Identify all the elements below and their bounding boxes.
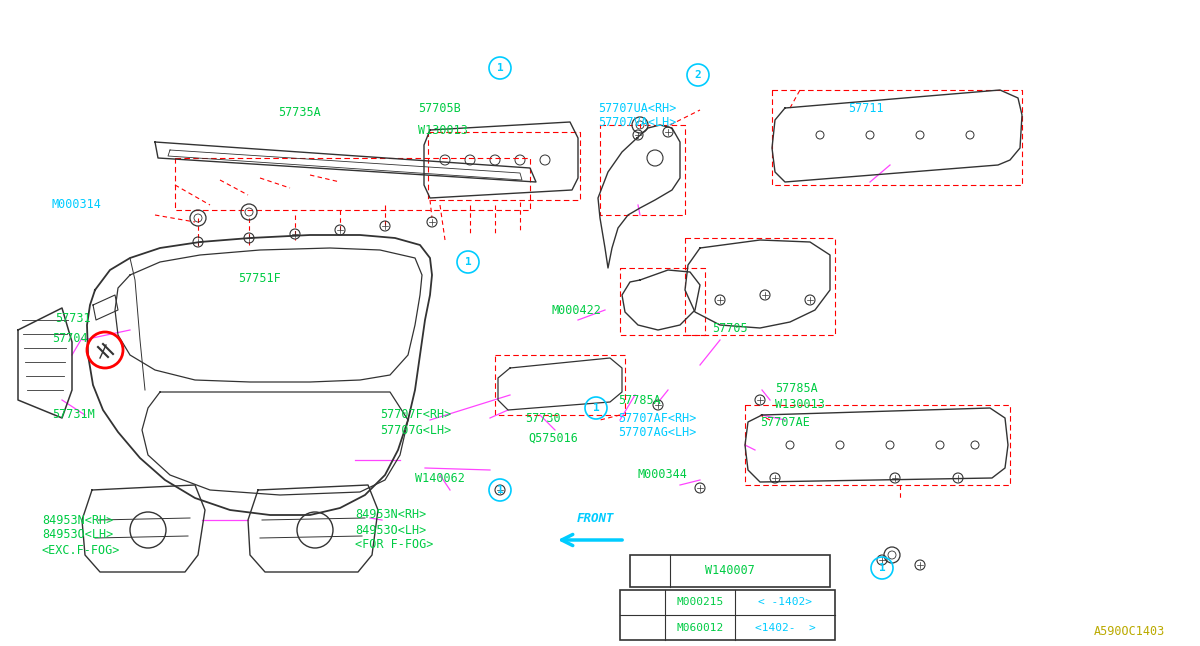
Text: W140007: W140007 bbox=[706, 565, 755, 578]
Text: M000344: M000344 bbox=[638, 468, 688, 481]
Text: W130013: W130013 bbox=[775, 399, 824, 412]
Text: 84953N<RH>: 84953N<RH> bbox=[355, 508, 426, 521]
Text: 1: 1 bbox=[593, 403, 599, 413]
Text: <1402-  >: <1402- > bbox=[755, 623, 815, 633]
Text: 1: 1 bbox=[497, 63, 503, 73]
Bar bbox=[630, 555, 830, 587]
Text: 57785A: 57785A bbox=[775, 382, 817, 395]
Text: 57707VA<LH>: 57707VA<LH> bbox=[598, 116, 677, 129]
Text: M000422: M000422 bbox=[552, 304, 602, 317]
Text: 57707UA<RH>: 57707UA<RH> bbox=[598, 101, 677, 114]
Text: W140062: W140062 bbox=[415, 472, 464, 484]
Text: 57731M: 57731M bbox=[52, 408, 95, 421]
Text: Q575016: Q575016 bbox=[528, 432, 578, 444]
Text: FRONT: FRONT bbox=[576, 512, 613, 525]
Text: < -1402>: < -1402> bbox=[758, 597, 812, 607]
Text: 57707G<LH>: 57707G<LH> bbox=[380, 424, 451, 437]
Text: M000314: M000314 bbox=[52, 198, 102, 211]
Text: 1: 1 bbox=[647, 566, 653, 576]
Text: 57731: 57731 bbox=[55, 311, 91, 324]
Text: 84953O<LH>: 84953O<LH> bbox=[355, 523, 426, 536]
Text: 57707AF<RH>: 57707AF<RH> bbox=[618, 412, 696, 424]
Text: 57705B: 57705B bbox=[418, 101, 461, 114]
Text: 2: 2 bbox=[638, 610, 646, 620]
Text: 2: 2 bbox=[695, 70, 701, 80]
Text: W130013: W130013 bbox=[418, 123, 468, 136]
Text: 57735A: 57735A bbox=[278, 105, 320, 118]
Text: 57711: 57711 bbox=[848, 101, 883, 114]
Text: 57704: 57704 bbox=[52, 331, 88, 344]
Text: M000215: M000215 bbox=[677, 597, 724, 607]
Text: 1: 1 bbox=[878, 563, 886, 573]
Text: 84953N<RH>: 84953N<RH> bbox=[42, 514, 113, 526]
Text: <FOR F-FOG>: <FOR F-FOG> bbox=[355, 539, 433, 552]
Text: 1: 1 bbox=[497, 485, 503, 495]
Text: M060012: M060012 bbox=[677, 623, 724, 633]
Text: 84953O<LH>: 84953O<LH> bbox=[42, 528, 113, 541]
Text: 57707F<RH>: 57707F<RH> bbox=[380, 408, 451, 421]
Text: <EXC.F-FOG>: <EXC.F-FOG> bbox=[42, 543, 120, 556]
Bar bbox=[620, 590, 835, 640]
Text: 57707AE: 57707AE bbox=[760, 415, 810, 428]
Text: 57705: 57705 bbox=[712, 322, 748, 335]
Text: 57707AG<LH>: 57707AG<LH> bbox=[618, 426, 696, 439]
Text: A590OC1403: A590OC1403 bbox=[1093, 625, 1165, 638]
Text: 1: 1 bbox=[464, 257, 472, 267]
Text: 57751F: 57751F bbox=[238, 271, 281, 284]
Text: 57785A: 57785A bbox=[618, 393, 661, 406]
Text: 57730: 57730 bbox=[526, 412, 560, 424]
